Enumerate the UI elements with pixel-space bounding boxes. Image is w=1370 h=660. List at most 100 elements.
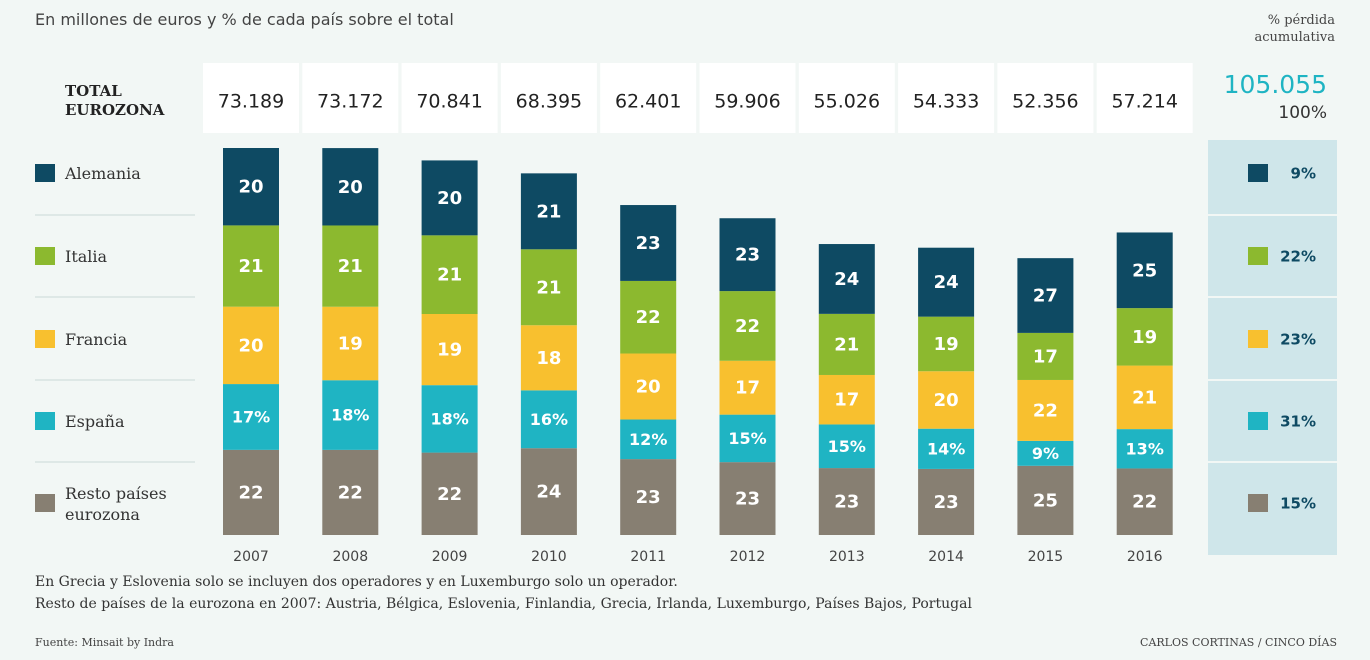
total-value: 73.172 xyxy=(317,91,383,113)
segment-label: 21 xyxy=(437,265,462,286)
segment-label: 12% xyxy=(629,430,667,449)
segment-label: 22 xyxy=(636,307,661,328)
segment-label: 17 xyxy=(834,390,859,411)
subtitle: En millones de euros y % de cada país so… xyxy=(35,10,454,29)
segment-label: 22 xyxy=(338,482,363,503)
bar-segment xyxy=(918,428,975,469)
segment-label: 22 xyxy=(238,482,263,503)
segment-label: 23 xyxy=(735,489,760,510)
segment-label: 24 xyxy=(536,482,561,503)
bar-segment xyxy=(223,148,279,226)
bar-segment xyxy=(918,468,975,535)
legend-label: Resto países eurozona xyxy=(65,484,167,524)
loss-total-percent: 100% xyxy=(1278,103,1327,123)
segment-label: 21 xyxy=(834,334,859,355)
bar-segment xyxy=(620,459,677,535)
credit: CARLOS CORTINAS / CINCO DÍAS xyxy=(1140,636,1337,649)
total-box xyxy=(600,63,697,133)
bar-segment xyxy=(520,173,577,250)
loss-value: 22% xyxy=(1280,248,1316,266)
segment-label: 25 xyxy=(1033,490,1058,511)
segment-label: 17% xyxy=(232,407,270,426)
year-label: 2016 xyxy=(1127,549,1163,565)
loss-swatch xyxy=(1248,247,1268,265)
segment-label: 23 xyxy=(934,492,959,513)
year-label: 2008 xyxy=(332,549,368,565)
segment-label: 24 xyxy=(934,272,959,293)
bar-segment xyxy=(421,235,478,314)
loss-header: % pérdida acumulativa xyxy=(1254,13,1336,45)
total-value: 73.189 xyxy=(218,91,284,113)
bar-segment xyxy=(1116,468,1173,535)
segment-label: 23 xyxy=(636,487,661,508)
loss-swatch xyxy=(1248,412,1268,430)
segment-label: 22 xyxy=(437,484,462,505)
segment-label: 22 xyxy=(1033,400,1058,421)
bar-segment xyxy=(719,291,776,361)
segment-label: 9% xyxy=(1032,444,1059,463)
year-label: 2015 xyxy=(1028,549,1064,565)
bar-segment xyxy=(421,452,478,535)
segment-label: 19 xyxy=(934,334,959,355)
legend-swatch xyxy=(35,412,55,430)
bar-segment xyxy=(223,384,279,450)
bar-segment xyxy=(818,244,875,314)
loss-value: 31% xyxy=(1280,413,1316,431)
segment-label: 20 xyxy=(437,188,462,209)
segment-label: 21 xyxy=(1132,387,1157,408)
segment-label: 18% xyxy=(430,409,468,428)
bar-segment xyxy=(1116,365,1173,430)
segment-label: 17 xyxy=(1033,346,1058,367)
loss-swatch xyxy=(1248,164,1268,182)
bar-segment xyxy=(322,225,379,307)
bar-segment xyxy=(1017,465,1074,535)
year-label: 2007 xyxy=(233,549,269,565)
bar-segment xyxy=(1017,332,1074,380)
year-label: 2011 xyxy=(630,549,666,565)
segment-label: 23 xyxy=(735,245,760,266)
year-label: 2009 xyxy=(432,549,468,565)
bar-segment xyxy=(322,306,379,381)
segment-label: 18 xyxy=(536,348,561,369)
bar-segment xyxy=(1116,429,1173,469)
legend-swatch xyxy=(35,494,55,512)
bar-segment xyxy=(322,449,379,535)
loss-swatch xyxy=(1248,494,1268,512)
bar-segment xyxy=(520,325,577,391)
total-box xyxy=(500,63,597,133)
segment-label: 19 xyxy=(338,333,363,354)
bar-segment xyxy=(719,414,776,463)
legend-label: España xyxy=(65,412,125,431)
bar-segment xyxy=(1017,258,1074,333)
segment-label: 21 xyxy=(238,256,263,277)
note: En Grecia y Eslovenia solo se incluyen d… xyxy=(35,574,678,590)
bar-segment xyxy=(421,385,478,453)
bar-segment xyxy=(818,313,875,375)
loss-total: 105.055 xyxy=(1223,70,1327,99)
legend-swatch xyxy=(35,330,55,348)
bar-segment xyxy=(1017,440,1074,466)
total-value: 55.026 xyxy=(814,91,880,113)
bar-segment xyxy=(918,247,975,317)
bar-segment xyxy=(520,249,577,326)
bar-segment xyxy=(421,313,478,386)
year-label: 2013 xyxy=(829,549,865,565)
segment-label: 24 xyxy=(834,269,859,290)
total-label: TOTAL EUROZONA xyxy=(65,82,165,119)
total-box xyxy=(203,63,299,133)
bar-segment xyxy=(818,424,875,469)
segment-label: 23 xyxy=(636,233,661,254)
bar-segment xyxy=(719,360,776,415)
total-box xyxy=(401,63,498,133)
bar-segment xyxy=(620,353,677,420)
total-value: 59.906 xyxy=(714,91,780,113)
total-box xyxy=(898,63,995,133)
segment-label: 25 xyxy=(1132,260,1157,281)
segment-label: 22 xyxy=(735,316,760,337)
bar-segment xyxy=(620,419,677,460)
bar-segment xyxy=(620,280,677,354)
total-value: 68.395 xyxy=(516,91,582,113)
bar-segment xyxy=(1017,379,1074,441)
